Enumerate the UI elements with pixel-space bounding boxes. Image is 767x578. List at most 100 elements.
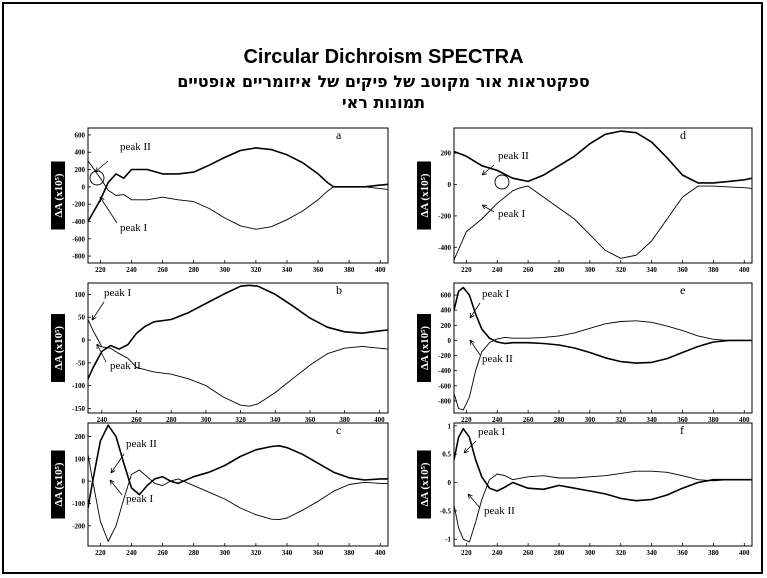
series-line-peak-i [88,454,388,542]
peak-annotation: peak II [126,438,157,450]
x-tick-label: 340 [282,549,293,557]
series-line-peak-ii [88,424,388,509]
peak-annotation: peak I [120,222,148,234]
peak-annotation: peak I [126,493,154,505]
y-tick-label: 0 [82,478,86,486]
y-axis-label-text: ΔA (x10⁵) [53,462,65,506]
plot-frame [87,422,389,547]
annotation-arrow [463,440,477,454]
x-tick-label: 360 [305,416,316,424]
series-line-peak-ii [454,320,752,411]
x-tick-label: 380 [708,549,719,557]
plot-frame [453,282,753,414]
y-tick-label: -100 [72,500,85,508]
x-tick-label: 380 [339,416,350,424]
annotation-arrow [469,339,481,356]
peak-annotation: peak II [110,360,141,372]
annotation-arrow [91,301,105,321]
x-tick-label: 320 [235,416,246,424]
y-tick-label: -200 [72,201,85,209]
peak-annotation: peak II [498,150,529,162]
x-tick-label: 220 [95,266,106,274]
y-axis-label-box [417,314,431,382]
series-line-peak-ii [88,147,388,222]
x-tick-label: 260 [131,416,142,424]
x-tick-label: 280 [188,266,199,274]
x-tick-label: 220 [461,266,472,274]
x-tick-label: 400 [374,416,385,424]
panel-letter: c [336,423,341,437]
peak-annotation: peak I [104,287,132,299]
annotation-arrowhead [96,343,102,350]
y-axis-label-text: ΔA (x10⁵) [53,326,65,370]
annotation-arrowhead [109,479,115,485]
series-line-peak-i [88,284,388,380]
y-axis-label-box [417,161,431,230]
y-tick-label: 50 [78,314,86,322]
x-tick-label: 280 [554,266,565,274]
annotation-arrow [99,196,118,224]
y-axis-label: ΔA (x10⁵) [417,314,431,382]
annotation-arrowhead [91,314,97,321]
chart-panel-c: 220 240 260 280 300 320 340 360 380 400 -200 -100 0 1… [51,422,389,557]
annotation-arrowhead [469,339,475,346]
x-tick-label: 220 [461,549,472,557]
y-axis-label-text: ΔA (x10⁵) [419,326,431,370]
y-tick-label: -400 [438,244,451,252]
y-tick-label: -600 [438,382,451,390]
peak-annotation: peak II [484,505,515,517]
annotation-arrowhead [99,196,105,203]
y-axis-label-box [417,450,431,519]
x-tick-label: 320 [251,266,262,274]
annotation-arrow [96,343,107,363]
x-tick-label: 400 [739,266,750,274]
x-tick-label: 360 [313,549,324,557]
y-tick-label: 0 [82,183,86,191]
x-tick-label: 280 [554,549,565,557]
x-tick-label: 380 [708,416,719,424]
peak-annotation: peak I [482,288,510,300]
x-tick-label: 320 [616,549,627,557]
x-tick-label: 280 [188,549,199,557]
y-axis-label-text: ΔA (x10⁵) [419,462,431,506]
y-tick-label: 100 [75,455,86,463]
x-tick-label: 360 [677,266,688,274]
y-tick-label: 600 [75,131,86,139]
peak-annotation: peak II [482,353,513,365]
plot-frame [453,127,753,264]
panel-letter: e [680,283,685,297]
x-tick-label: 300 [220,266,231,274]
annotation-arrow [481,164,495,176]
x-tick-label: 260 [157,266,168,274]
x-tick-label: 260 [523,416,534,424]
annotation-arrow [467,493,481,509]
hebrew-subtitle: ספקטראות אור מקוטב של פיקים של איזומריים… [177,72,590,91]
y-tick-label: -400 [438,367,451,375]
series-line-peak-ii [88,319,388,407]
x-tick-label: 400 [375,266,386,274]
x-tick-label: 380 [344,549,355,557]
series-line-peak-ii [454,470,752,543]
y-tick-label: 0 [448,337,452,345]
chart-panel-f: 220 240 260 280 300 320 340 360 380 400 -1 -0.5 0 0.5… [417,422,753,557]
x-tick-label: 300 [585,266,596,274]
x-tick-label: 340 [270,416,281,424]
y-tick-label: -200 [438,352,451,360]
y-tick-label: 600 [441,292,452,300]
panel-letter: d [680,128,686,142]
annotation-arrow [94,160,109,173]
panel-letter: b [336,283,342,297]
x-tick-label: 220 [95,549,106,557]
x-tick-label: 260 [157,549,168,557]
y-tick-label: -200 [72,522,85,530]
hebrew-subtitle-2: תמונות ראי [341,93,426,112]
peak-annotation: peak I [478,426,506,438]
panel-letter: a [336,128,342,142]
chart-panel-a: 220 240 260 280 300 320 340 360 380 400 -800 -600 -4… [51,127,389,274]
x-tick-label: 260 [523,266,534,274]
y-tick-label: 200 [75,433,86,441]
plot-frame [87,282,389,414]
x-tick-label: 240 [492,549,503,557]
